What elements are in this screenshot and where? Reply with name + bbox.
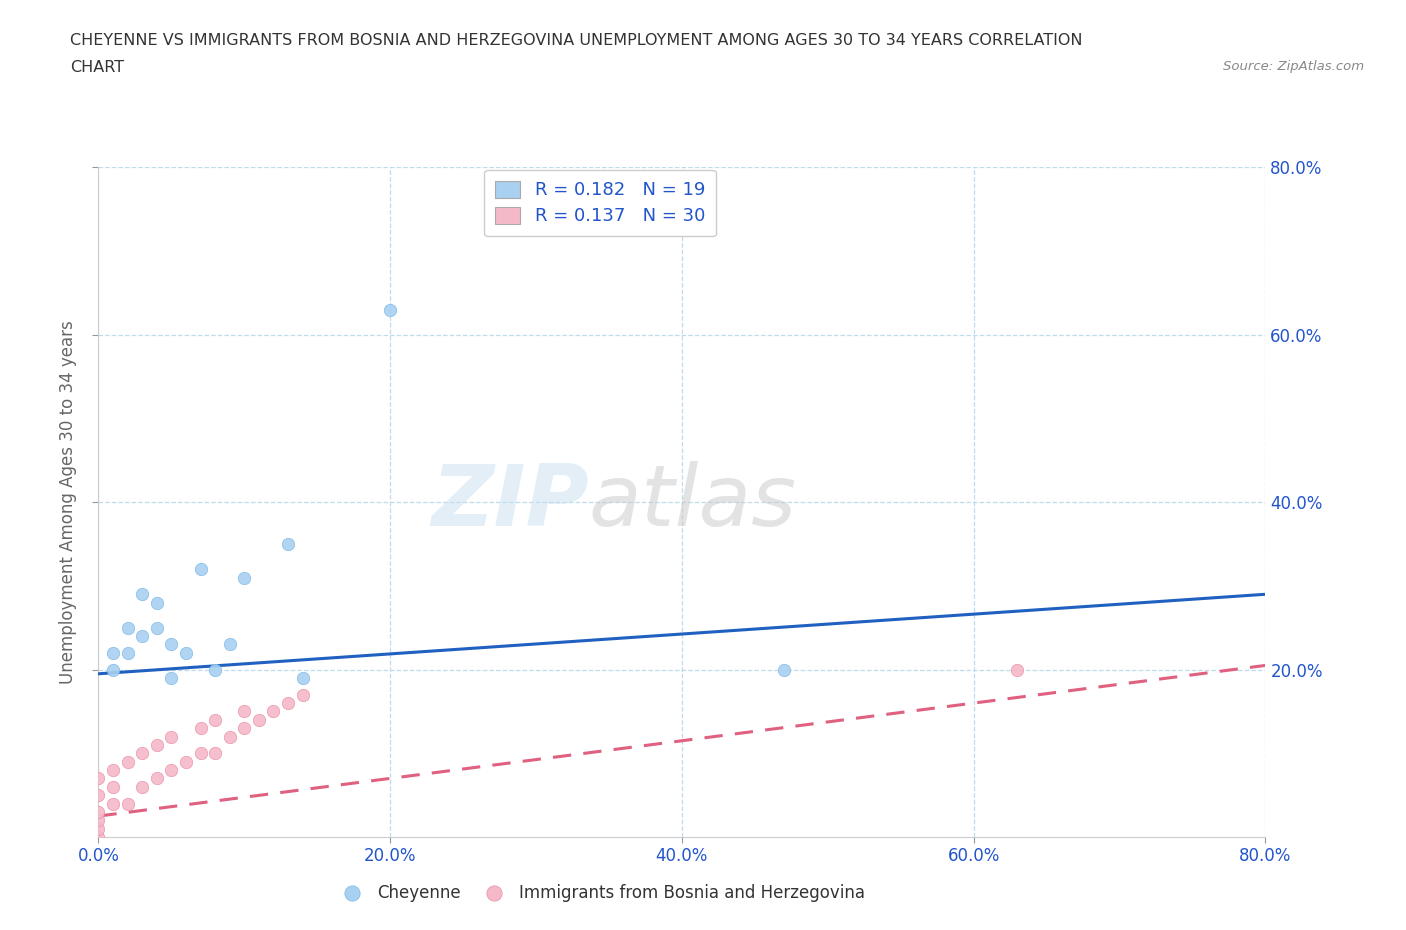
Point [87, 813, 110, 828]
Point [247, 712, 270, 727]
Point [101, 796, 124, 811]
Point [101, 779, 124, 794]
Point [101, 645, 124, 660]
Point [190, 746, 212, 761]
Point [160, 763, 183, 777]
Point [160, 671, 183, 685]
Point [291, 671, 314, 685]
Point [233, 704, 256, 719]
Point [204, 712, 226, 727]
Point [291, 687, 314, 702]
Point [117, 754, 139, 769]
Point [378, 302, 402, 317]
Text: atlas: atlas [589, 460, 797, 544]
Point [190, 721, 212, 736]
Point [204, 746, 226, 761]
Point [218, 729, 240, 744]
Point [160, 729, 183, 744]
Text: CHART: CHART [70, 60, 124, 75]
Point [146, 620, 169, 635]
Point [117, 620, 139, 635]
Point [101, 763, 124, 777]
Point [131, 587, 153, 602]
Point [773, 662, 796, 677]
Point [131, 746, 153, 761]
Point [204, 662, 226, 677]
Point [174, 754, 197, 769]
Point [218, 637, 240, 652]
Point [160, 637, 183, 652]
Point [190, 562, 212, 577]
Text: ZIP: ZIP [430, 460, 589, 544]
Point [87, 804, 110, 819]
Point [233, 570, 256, 585]
Point [277, 696, 299, 711]
Point [131, 779, 153, 794]
Point [101, 662, 124, 677]
Point [87, 788, 110, 803]
Point [1007, 662, 1029, 677]
Point [131, 629, 153, 644]
Point [146, 595, 169, 610]
Point [117, 645, 139, 660]
Text: CHEYENNE VS IMMIGRANTS FROM BOSNIA AND HERZEGOVINA UNEMPLOYMENT AMONG AGES 30 TO: CHEYENNE VS IMMIGRANTS FROM BOSNIA AND H… [70, 33, 1083, 47]
Point [146, 771, 169, 786]
Text: Source: ZipAtlas.com: Source: ZipAtlas.com [1223, 60, 1364, 73]
Point [262, 704, 284, 719]
Point [233, 721, 256, 736]
Point [277, 537, 299, 551]
Legend: Cheyenne, Immigrants from Bosnia and Herzegovina: Cheyenne, Immigrants from Bosnia and Her… [329, 878, 872, 909]
Point [117, 796, 139, 811]
Point [87, 771, 110, 786]
Y-axis label: Unemployment Among Ages 30 to 34 years: Unemployment Among Ages 30 to 34 years [59, 320, 77, 684]
Point [174, 645, 197, 660]
Point [146, 737, 169, 752]
Point [87, 830, 110, 844]
Point [87, 821, 110, 836]
